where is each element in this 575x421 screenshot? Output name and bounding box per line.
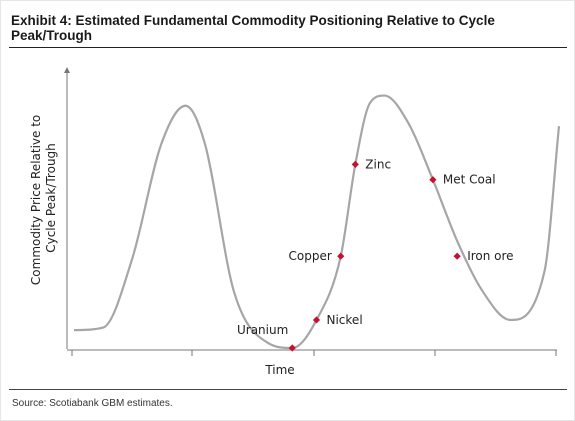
- marker-met-coal: [429, 176, 437, 184]
- marker-nickel: [312, 316, 321, 324]
- y-axis-label-line-1: Commodity Price Relative to: [29, 115, 43, 285]
- label-iron-ore: Iron ore: [467, 249, 513, 263]
- marker-uranium: [288, 344, 296, 352]
- chart-title: Exhibit 4: Estimated Fundamental Commodi…: [11, 13, 495, 43]
- y-axis-label: Commodity Price Relative to Cycle Peak/T…: [29, 111, 58, 285]
- commodity-markers: Uranium Nickel Copper Zinc Met Coal Iron ore: [237, 157, 514, 352]
- source-note: Source: Scotiabank GBM estimates.: [12, 398, 173, 409]
- label-met-coal: Met Coal: [443, 173, 496, 187]
- marker-iron-ore: [453, 252, 461, 260]
- marker-zinc: [351, 160, 359, 168]
- y-axis-label-line-2: Cycle Peak/Trough: [44, 143, 58, 253]
- label-zinc: Zinc: [365, 157, 391, 171]
- marker-copper: [337, 252, 345, 260]
- source-divider: [9, 389, 567, 390]
- label-nickel: Nickel: [327, 313, 363, 327]
- label-copper: Copper: [289, 249, 332, 263]
- title-divider: [9, 47, 567, 48]
- label-uranium: Uranium: [237, 323, 288, 337]
- cycle-curve: [73, 94, 561, 350]
- x-axis-ticks: [71, 350, 557, 356]
- x-axis-label: Time: [264, 363, 294, 377]
